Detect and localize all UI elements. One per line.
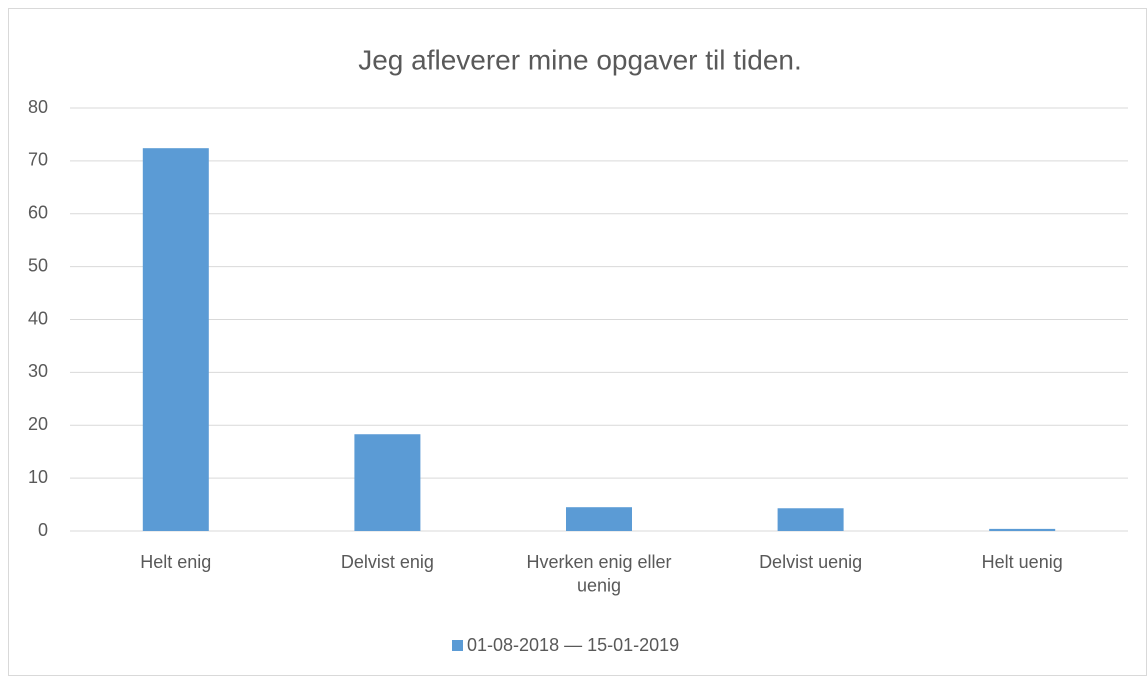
y-tick-label: 10: [28, 467, 48, 487]
bar: [354, 434, 421, 531]
y-tick-label: 50: [28, 255, 48, 275]
bar: [777, 508, 844, 531]
x-tick-label: Helt uenig: [982, 552, 1063, 572]
x-tick-label: Hverken enig eller uenig: [526, 552, 671, 595]
bar: [142, 148, 209, 531]
x-tick-label: Delvist enig: [341, 552, 434, 572]
y-tick-label: 0: [38, 520, 48, 540]
y-tick-label: 60: [28, 203, 48, 223]
y-tick-label: 20: [28, 414, 48, 434]
bar: [566, 507, 632, 531]
y-tick-label: 40: [28, 308, 48, 328]
y-tick-label: 70: [28, 150, 48, 170]
bar: [989, 528, 1056, 531]
y-tick-label: 30: [28, 361, 48, 381]
legend-label: 01-08-2018 — 15-01-2019: [467, 635, 679, 655]
legend-swatch: [452, 640, 463, 651]
x-tick-label: Delvist uenig: [759, 552, 862, 572]
y-tick-label: 80: [28, 97, 48, 117]
chart-title: Jeg afleverer mine opgaver til tiden.: [358, 44, 802, 75]
x-tick-label: Helt enig: [140, 552, 211, 572]
